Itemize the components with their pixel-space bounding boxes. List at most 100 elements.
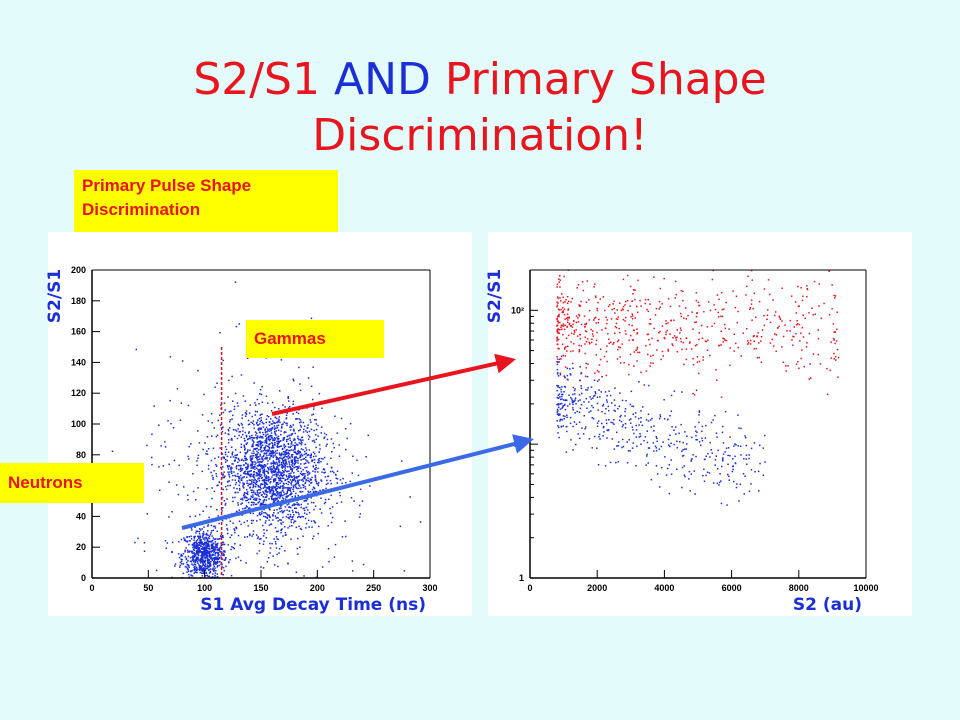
data-point: [341, 536, 344, 538]
data-point: [274, 486, 276, 488]
data-point: [646, 441, 649, 444]
data-point: [200, 557, 202, 560]
data-point: [197, 562, 199, 564]
data-point: [249, 507, 251, 509]
data-point: [312, 502, 315, 504]
data-point: [201, 414, 204, 416]
data-point: [173, 459, 176, 462]
data-point: [187, 404, 190, 407]
data-point: [269, 490, 271, 493]
data-point: [755, 347, 757, 350]
data-point: [216, 545, 218, 548]
data-point: [296, 487, 298, 490]
data-point: [745, 454, 748, 456]
data-point: [219, 546, 222, 548]
data-point: [225, 524, 228, 526]
data-point: [298, 475, 300, 477]
data-point: [263, 508, 265, 511]
data-point: [217, 538, 220, 540]
x-tick-label: 250: [366, 583, 381, 593]
data-point: [701, 425, 704, 428]
data-point: [572, 367, 574, 369]
data-point: [323, 437, 325, 440]
data-point: [320, 460, 322, 463]
data-point: [257, 424, 259, 426]
y-tick-label: 160: [71, 327, 86, 337]
data-point: [281, 462, 283, 464]
gammas-label-box: Gammas: [246, 320, 384, 358]
data-point: [280, 359, 283, 361]
data-point: [270, 450, 272, 452]
data-point: [290, 442, 293, 444]
data-point: [207, 561, 209, 564]
data-point: [297, 412, 300, 415]
data-point: [559, 297, 561, 299]
data-point: [834, 342, 836, 345]
data-point: [601, 422, 603, 425]
data-point: [225, 488, 228, 491]
data-point: [798, 323, 801, 326]
data-point: [740, 355, 742, 357]
data-point: [195, 558, 198, 560]
data-point: [249, 456, 252, 458]
data-point: [257, 458, 259, 461]
data-point: [330, 494, 332, 497]
data-point: [259, 468, 262, 470]
data-point: [564, 376, 566, 379]
data-point: [693, 470, 695, 472]
data-point: [800, 332, 802, 335]
data-point: [580, 385, 582, 387]
data-point: [263, 492, 265, 494]
data-point: [588, 401, 590, 403]
data-point: [232, 400, 234, 402]
data-point: [216, 560, 219, 563]
data-point: [186, 494, 189, 496]
data-point: [258, 440, 261, 442]
data-point: [170, 422, 172, 425]
data-point: [243, 497, 245, 499]
data-point: [559, 396, 561, 398]
data-point: [831, 307, 833, 310]
data-point: [265, 456, 267, 459]
data-point: [262, 567, 265, 569]
data-point: [297, 481, 299, 483]
data-point: [207, 547, 210, 550]
data-point: [686, 443, 688, 445]
data-point: [593, 379, 596, 381]
data-point: [577, 321, 580, 323]
data-point: [251, 457, 253, 460]
data-point: [557, 338, 560, 341]
data-point: [573, 329, 575, 332]
data-point: [205, 544, 207, 547]
data-point: [273, 425, 276, 427]
data-point: [302, 439, 304, 441]
data-point: [270, 454, 272, 457]
data-point: [305, 527, 307, 529]
data-point: [305, 453, 307, 455]
data-point: [192, 558, 194, 560]
data-point: [284, 506, 287, 508]
data-point: [299, 389, 302, 392]
data-point: [666, 467, 669, 470]
data-point: [277, 446, 279, 449]
data-point: [281, 475, 284, 477]
data-point: [291, 460, 293, 463]
data-point: [190, 560, 192, 563]
data-point: [634, 317, 636, 319]
data-point: [312, 491, 315, 494]
data-point: [667, 322, 669, 324]
data-point: [665, 320, 667, 322]
data-point: [198, 567, 201, 569]
data-point: [281, 464, 284, 467]
data-point: [686, 435, 688, 437]
data-point: [645, 345, 647, 347]
data-point: [314, 490, 317, 493]
data-point: [180, 553, 182, 556]
data-point: [610, 341, 612, 344]
data-point: [763, 288, 766, 290]
data-point: [277, 435, 280, 437]
data-point: [271, 495, 273, 497]
data-point: [592, 397, 594, 399]
data-point: [204, 575, 207, 577]
data-point: [830, 357, 833, 359]
